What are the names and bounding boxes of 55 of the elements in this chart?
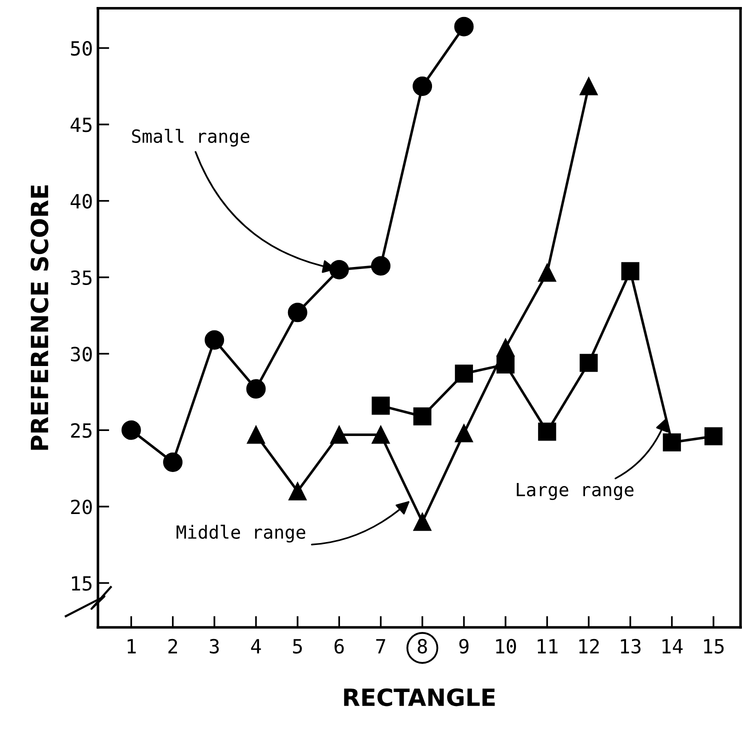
point [413, 407, 432, 426]
point [372, 426, 390, 444]
x-tick-label: 11 [538, 639, 558, 654]
y-tick-label: 30 [70, 346, 92, 362]
point [538, 422, 556, 441]
point [580, 354, 598, 372]
point [454, 364, 473, 383]
y-tick-label: 45 [70, 118, 92, 132]
point [704, 427, 723, 446]
y-tick-label: 15 [72, 576, 92, 591]
annotation: Small range [132, 128, 250, 147]
x-tick-label: 7 [376, 639, 386, 654]
x-tick-label: 3 [210, 638, 219, 654]
point [121, 420, 141, 440]
point [662, 433, 681, 452]
point [454, 424, 473, 442]
y-tick-label: 50 [71, 41, 92, 56]
y-tick-label: 40 [70, 194, 92, 209]
annotation: Middle range [176, 524, 306, 543]
point [621, 262, 640, 280]
x-tick-label: 4 [251, 639, 261, 654]
point [454, 16, 474, 36]
point [372, 396, 390, 415]
point [412, 76, 432, 96]
x-tick-label: 12 [579, 638, 599, 654]
point [288, 302, 308, 322]
point [329, 260, 349, 280]
y-tick-label: 35 [70, 270, 92, 286]
point [288, 482, 307, 500]
y-axis-title: PREFERENCE SCORE [30, 185, 48, 450]
point [246, 426, 266, 444]
point [330, 426, 348, 444]
point [496, 338, 515, 357]
point [163, 452, 183, 472]
x-tick-label: 6 [334, 638, 344, 654]
annotation: Large range [516, 483, 634, 500]
point [538, 264, 556, 282]
point [204, 330, 224, 350]
x-tick-label: 8 [418, 638, 427, 654]
x-tick-label: 1 [128, 639, 136, 654]
point [580, 77, 598, 96]
y-tick-label: 20 [71, 500, 92, 514]
x-tick-label: 15 [704, 639, 724, 654]
point [413, 512, 432, 531]
x-tick-label: 14 [662, 639, 683, 654]
point [246, 379, 266, 399]
x-tick-label: 10 [496, 638, 516, 654]
x-axis-title: RECTANGLE [344, 688, 495, 706]
x-tick-label: 5 [293, 639, 302, 654]
x-tick-label: 13 [620, 638, 641, 654]
x-tick-label: 9 [459, 638, 468, 654]
y-tick-label: 25 [71, 423, 92, 438]
x-tick-label: 2 [168, 638, 178, 654]
point [371, 256, 390, 276]
point [496, 355, 515, 374]
